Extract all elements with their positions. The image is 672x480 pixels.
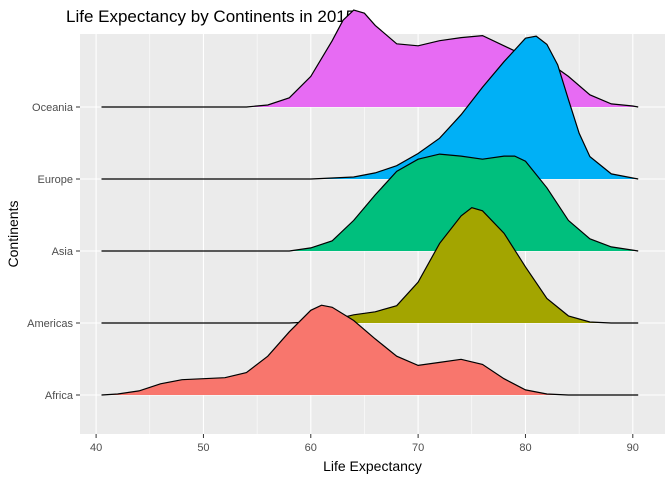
y-tick-label: Americas	[27, 318, 73, 330]
y-tick-label: Oceania	[32, 102, 74, 114]
ridge-line-africa	[101, 304, 639, 396]
ridge-asia	[101, 153, 639, 252]
y-tick-label: Africa	[45, 390, 74, 402]
ridge-area-asia	[101, 154, 639, 251]
x-tick-label: 70	[412, 442, 424, 454]
x-axis: 40 50 60 70 80 90	[90, 434, 639, 454]
ridges	[101, 9, 639, 396]
ridge-area-africa	[101, 305, 639, 395]
y-axis: Africa Americas Asia Europe Oceania	[27, 102, 80, 402]
y-tick-label: Asia	[52, 246, 74, 258]
y-axis-title: Continents	[5, 201, 21, 268]
ridge-area-europe	[101, 36, 639, 180]
x-tick-label: 80	[519, 442, 531, 454]
ridge-line-oceania	[101, 9, 639, 108]
ridge-area-americas	[101, 207, 639, 323]
ridge-africa	[101, 304, 639, 396]
x-axis-title: Life Expectancy	[323, 458, 422, 474]
ridge-line-europe	[101, 35, 639, 180]
x-tick-label: 50	[197, 442, 209, 454]
ridge-europe	[101, 35, 639, 180]
ridge-line-asia	[101, 153, 639, 252]
y-tick-label: Europe	[38, 174, 73, 186]
chart-title: Life Expectancy by Continents in 2015	[66, 7, 355, 26]
x-tick-label: 40	[90, 442, 102, 454]
x-tick-label: 60	[305, 442, 317, 454]
x-tick-label: 90	[627, 442, 639, 454]
